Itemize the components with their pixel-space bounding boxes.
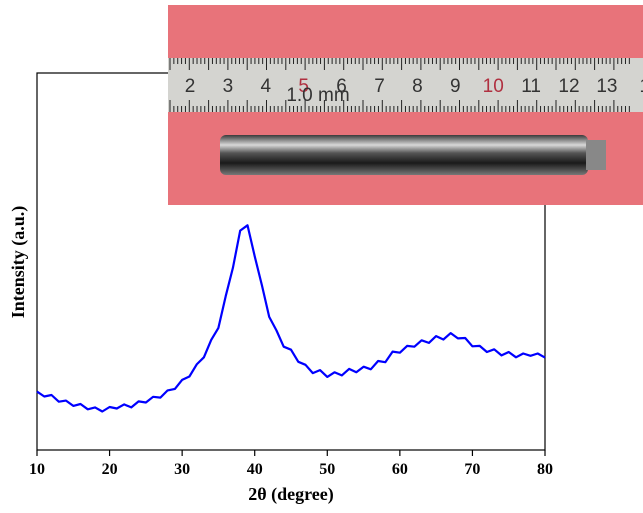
ruler-label: 5: [298, 76, 309, 97]
ruler-label: 11: [521, 76, 541, 97]
ruler-label: 12: [558, 76, 579, 97]
x-tick-label: 20: [102, 461, 118, 478]
ruler-label: 7: [374, 76, 385, 97]
x-axis-label: 2θ (degree): [248, 484, 334, 505]
inset-photo: 2 3 4 5 6 7 8 9 10 11 12 13 1 1.0 mm: [168, 5, 643, 205]
x-tick-label: 10: [29, 461, 45, 478]
rod: [220, 135, 588, 175]
data-line: [36, 224, 546, 413]
ruler-marks: 2 3 4 5 6 7 8 9 10 11 12 13 1 1.0 mm: [169, 58, 643, 112]
ruler-label: 6: [336, 76, 347, 97]
ruler-label: 3: [223, 76, 234, 97]
rod-thread: [586, 140, 606, 170]
ruler-label: 4: [261, 76, 272, 97]
ruler-label: 1: [640, 76, 643, 97]
plot: [36, 224, 546, 456]
x-tick-label: 80: [537, 461, 553, 478]
y-axis-label: Intensity (a.u.): [8, 206, 29, 319]
ruler-label: 13: [596, 76, 617, 97]
ruler-scale-text: 1.0 mm: [286, 85, 349, 106]
x-tick-label: 40: [247, 461, 263, 478]
ruler-label: 2: [185, 76, 196, 97]
x-tick-label: 60: [392, 461, 408, 478]
x-tick-label: 30: [174, 461, 190, 478]
ruler-label: 8: [412, 76, 423, 97]
x-tick-label: 50: [319, 461, 335, 478]
x-tick-label: 70: [464, 461, 480, 478]
ruler-label: 10: [483, 76, 504, 97]
ruler-label: 9: [450, 76, 461, 97]
